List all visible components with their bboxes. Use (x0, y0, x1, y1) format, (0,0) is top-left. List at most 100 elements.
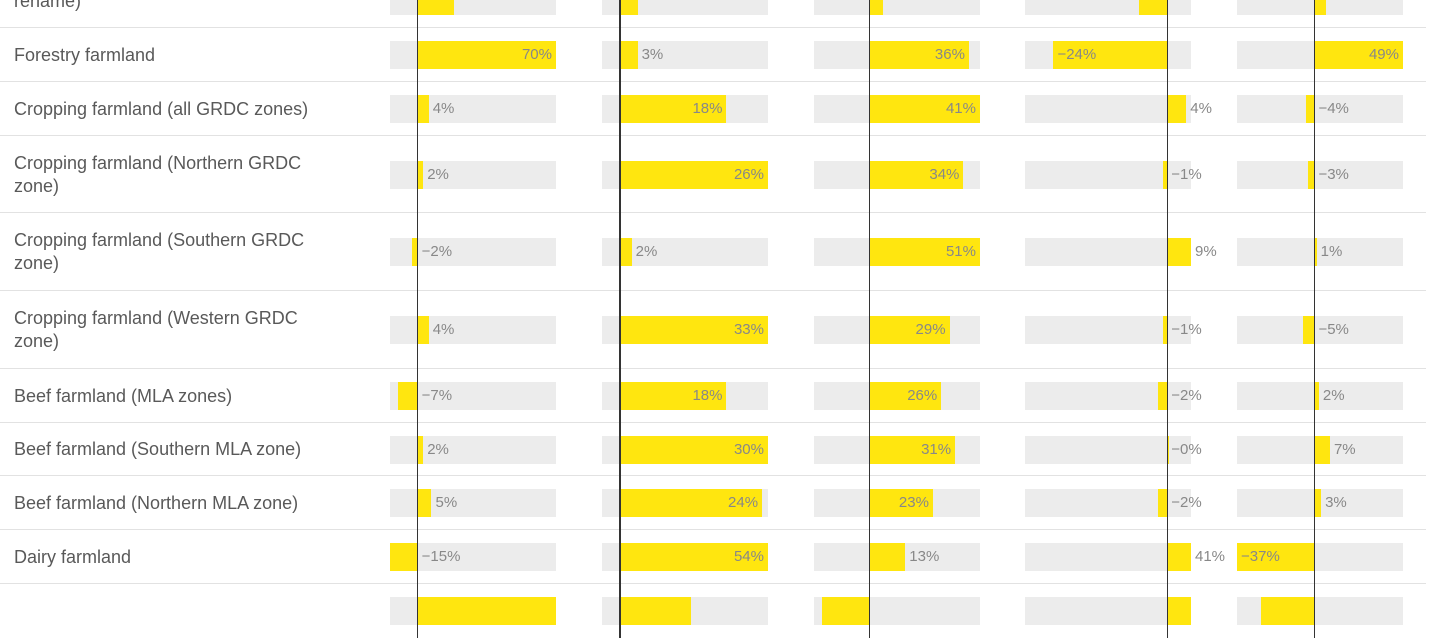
zero-axis (1313, 423, 1316, 476)
zero-axis (619, 530, 621, 584)
bar-value-label: 18% (692, 100, 723, 117)
bar-value-label: −37% (1241, 548, 1280, 565)
bar-value-label: −2% (1171, 387, 1202, 404)
zero-axis (1313, 213, 1316, 291)
bar-value-label: −4% (1318, 100, 1349, 117)
bar-value-label: 26% (733, 166, 764, 183)
zero-axis (416, 476, 419, 530)
row-divider (0, 212, 1426, 213)
bar-value-label: 70% (521, 46, 552, 63)
bar-value-label: 49% (1368, 46, 1399, 63)
bar-track (1025, 238, 1191, 266)
bar (1305, 95, 1315, 123)
bar-value-label: 18% (692, 387, 723, 404)
bar-value-label: 7% (1333, 441, 1356, 458)
table-row (0, 584, 1440, 638)
bar (619, 95, 727, 123)
bar-value-label: 26% (907, 387, 938, 404)
table-row: Cropping farmland (all GRDC zones) 4% 18% 4… (0, 82, 1440, 136)
bar-value-label: 36% (934, 46, 965, 63)
bar (619, 489, 763, 517)
bar-value-label: −15% (421, 548, 461, 565)
bar (869, 238, 980, 266)
bar-value-label: −1% (1171, 166, 1202, 183)
row-divider (0, 422, 1426, 423)
bar (869, 0, 884, 15)
row-label: Dairy farmland (14, 547, 132, 567)
bar-track (602, 0, 768, 15)
bar (869, 41, 969, 69)
row-label: Cropping farmland (Southern GRDC zone) (14, 230, 305, 273)
zero-axis (416, 291, 419, 369)
bar-value-label: −3% (1318, 166, 1349, 183)
table-row: Beef farmland (Southern MLA zone) 2% 30% 31… (0, 423, 1440, 476)
bar-value-label: 4% (432, 100, 455, 117)
bar (1261, 597, 1315, 625)
row-label: Beef farmland (MLA zones) (14, 386, 233, 406)
row-label: Beef farmland (Northern MLA zone) (14, 493, 299, 513)
bar-value-label: 41% (1195, 548, 1226, 565)
bar (869, 436, 956, 464)
bar-value-label: 1% (1320, 243, 1343, 260)
bar-track (1025, 95, 1191, 123)
zero-axis (1166, 530, 1169, 584)
zero-axis (868, 213, 871, 291)
bar-value-label: 54% (733, 548, 764, 565)
bar-track (814, 0, 980, 15)
table-row: Beef farmland (Northern MLA zone) 5% 24% 23… (0, 476, 1440, 530)
bar (869, 382, 942, 410)
zero-axis (416, 369, 419, 423)
bar-track (390, 0, 556, 15)
row-label: rename) (14, 0, 82, 11)
zero-axis (1313, 136, 1316, 213)
bar-value-label: 41% (945, 100, 976, 117)
zero-axis (1313, 291, 1316, 369)
bar-value-label: 2% (635, 243, 658, 260)
bar (619, 161, 768, 189)
bar (1314, 0, 1326, 15)
row-divider (0, 27, 1426, 28)
zero-axis (416, 0, 419, 28)
zero-axis (619, 369, 621, 423)
bar-value-label: 29% (915, 321, 946, 338)
bar-track (390, 161, 556, 189)
bar (398, 382, 418, 410)
row-label: Cropping farmland (Northern GRDC zone) (14, 153, 302, 196)
bar-value-label: −1% (1171, 321, 1202, 338)
bar (417, 597, 556, 625)
bar (619, 316, 768, 344)
zero-axis (416, 530, 419, 584)
bar-track (1025, 436, 1191, 464)
zero-axis (619, 136, 621, 213)
bar (1167, 597, 1191, 625)
zero-axis (868, 82, 871, 136)
bar-track (390, 95, 556, 123)
bar (417, 436, 424, 464)
bar-track (390, 489, 556, 517)
bar-value-label: 5% (435, 494, 458, 511)
row-divider (0, 368, 1426, 369)
bar (869, 543, 906, 571)
bar-value-label: 9% (1195, 243, 1217, 260)
zero-axis (868, 0, 871, 28)
zero-axis (619, 476, 621, 530)
bar-track (1025, 543, 1191, 571)
zero-axis (868, 291, 871, 369)
row-label: Forestry farmland (14, 45, 156, 65)
table-row: rename) (0, 0, 1440, 28)
table-row: Dairy farmland −15% 54% 13% 41% −37% (0, 530, 1440, 584)
bar (619, 41, 638, 69)
bar-value-label: 3% (1325, 494, 1347, 511)
bar (619, 0, 638, 15)
zero-axis (868, 28, 871, 82)
bar-value-label: 3% (641, 46, 664, 63)
zero-axis (619, 28, 621, 82)
zero-axis (1313, 476, 1316, 530)
zero-axis (868, 423, 871, 476)
zero-axis (416, 28, 419, 82)
zero-axis (868, 584, 871, 638)
bar (1237, 543, 1315, 571)
row-divider (0, 529, 1426, 530)
table-row: Cropping farmland (Southern GRDC zone) −2… (0, 213, 1440, 291)
row-label: Beef farmland (Southern MLA zone) (14, 439, 302, 459)
